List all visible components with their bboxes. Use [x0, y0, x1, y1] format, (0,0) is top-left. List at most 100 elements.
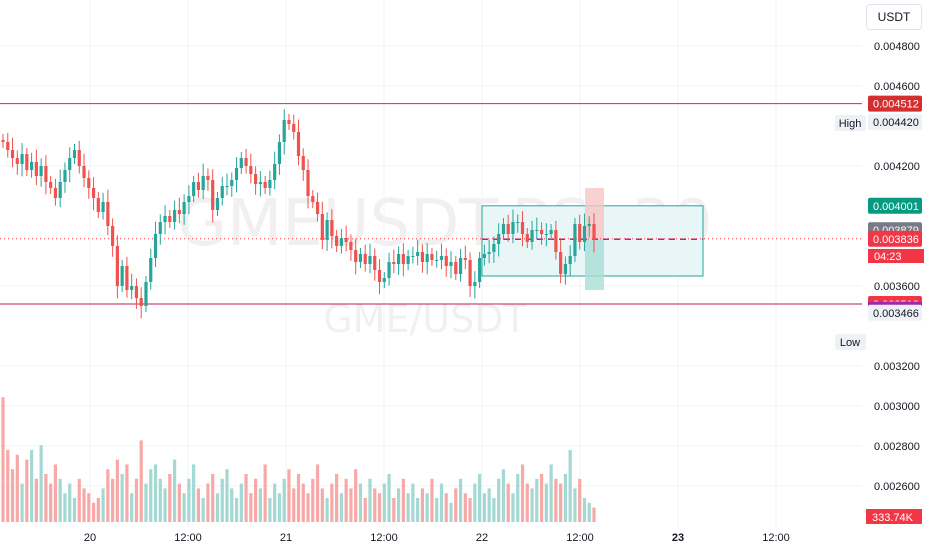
candle-body — [392, 262, 396, 264]
x-tick-label: 12:00 — [174, 532, 202, 544]
volume-bar — [458, 478, 463, 522]
candle-body — [158, 222, 162, 234]
volume-bar — [544, 483, 548, 522]
volume-bar — [563, 474, 568, 522]
volume-bar — [525, 483, 529, 522]
price-label-low-value: 0.003466 — [868, 304, 922, 321]
volume-bar — [430, 478, 434, 522]
candle-body — [239, 158, 243, 168]
y-axis-ticks: 0.004800 0.004600 0.004200 0.003600 0.003200… — [874, 41, 920, 493]
candle-body — [206, 176, 210, 180]
volume-bar — [96, 498, 100, 522]
volume-bar — [258, 488, 262, 522]
volume-bar — [559, 483, 563, 522]
high-tag: High — [835, 115, 866, 131]
volume-bar — [592, 507, 596, 522]
candle-body — [435, 260, 439, 261]
volume-bar — [497, 478, 501, 522]
candle-body — [458, 258, 463, 274]
volume-bar — [487, 488, 491, 522]
candle-body — [96, 198, 100, 212]
volume-bar — [134, 478, 139, 522]
volume-bar — [420, 488, 425, 522]
price-label-last-price: 0.003836 — [868, 230, 922, 247]
volume-bar — [196, 488, 201, 522]
candle-body — [425, 254, 429, 262]
x-tick-label: 23 — [672, 532, 684, 544]
candle-body — [520, 222, 525, 234]
candle-body — [282, 120, 286, 142]
horizontal-lines[interactable] — [0, 103, 862, 305]
volume-bar — [344, 478, 348, 522]
candle-body — [192, 182, 196, 196]
currency-button[interactable]: USDT — [866, 4, 922, 30]
price-label-bg — [868, 114, 922, 130]
candle-body — [568, 256, 572, 264]
candle-body — [549, 230, 553, 234]
candle-body — [487, 252, 491, 254]
y-tick-label: 0.002800 — [874, 441, 920, 453]
volume-bar — [201, 498, 205, 522]
candle-body — [39, 166, 43, 176]
volume-bar — [239, 483, 243, 522]
candle-body — [268, 180, 272, 188]
volume-bar — [296, 474, 301, 522]
volume-bar — [139, 440, 143, 522]
reward-zone — [585, 240, 604, 290]
volume-bar — [25, 459, 29, 522]
candle-body — [68, 158, 72, 170]
volume-bar — [482, 493, 486, 522]
candle-body — [49, 182, 53, 188]
volume-bar — [478, 474, 482, 522]
volume-bar — [125, 464, 129, 522]
candle-body — [25, 154, 29, 170]
candle-body — [554, 230, 558, 252]
volume-bar — [10, 469, 15, 522]
candle-body — [6, 142, 10, 150]
volume-bar — [444, 493, 448, 522]
candle-body — [573, 224, 577, 256]
candle-body — [516, 222, 520, 223]
x-tick-label: 12:00 — [370, 532, 398, 544]
volume-bar — [187, 478, 191, 522]
volume-bar — [220, 478, 224, 522]
candle-body — [368, 256, 372, 264]
candle-body — [578, 224, 582, 242]
volume-bar — [468, 498, 472, 522]
candle-body — [454, 262, 458, 274]
candle-body — [354, 250, 358, 262]
volume-bar — [501, 469, 506, 522]
volume-bar — [120, 474, 124, 522]
candle-body — [416, 252, 420, 256]
volume-bar — [39, 445, 43, 522]
candle-body — [172, 210, 177, 222]
volume-bar — [573, 488, 577, 522]
volume-bar — [587, 502, 591, 522]
volume-bar — [206, 483, 210, 522]
price-label-text: 0.003466 — [873, 308, 919, 320]
candle-body — [382, 278, 386, 282]
volume-bar — [406, 493, 410, 522]
price-label-bg — [868, 197, 922, 214]
price-label-text: 0.004001 — [873, 201, 919, 213]
volume-bar — [111, 478, 115, 522]
volume-bar — [163, 488, 167, 522]
volume-bar — [6, 450, 10, 522]
volume-bar — [396, 488, 401, 522]
candle-body — [87, 178, 91, 188]
y-tick-label: 0.003000 — [874, 401, 920, 413]
candle-body — [1, 140, 5, 142]
candle-body — [482, 254, 486, 258]
volume-bar — [153, 464, 158, 522]
candle-body — [182, 202, 186, 214]
candle-body — [373, 256, 377, 270]
volume-bar — [49, 483, 53, 522]
volume-bar — [82, 488, 86, 522]
volume-bar — [15, 454, 19, 522]
volume-bar — [368, 478, 372, 522]
volume-bar — [215, 493, 220, 522]
candles — [1, 109, 596, 319]
volume-bar — [411, 483, 415, 522]
svg-text:Low: Low — [840, 337, 860, 349]
